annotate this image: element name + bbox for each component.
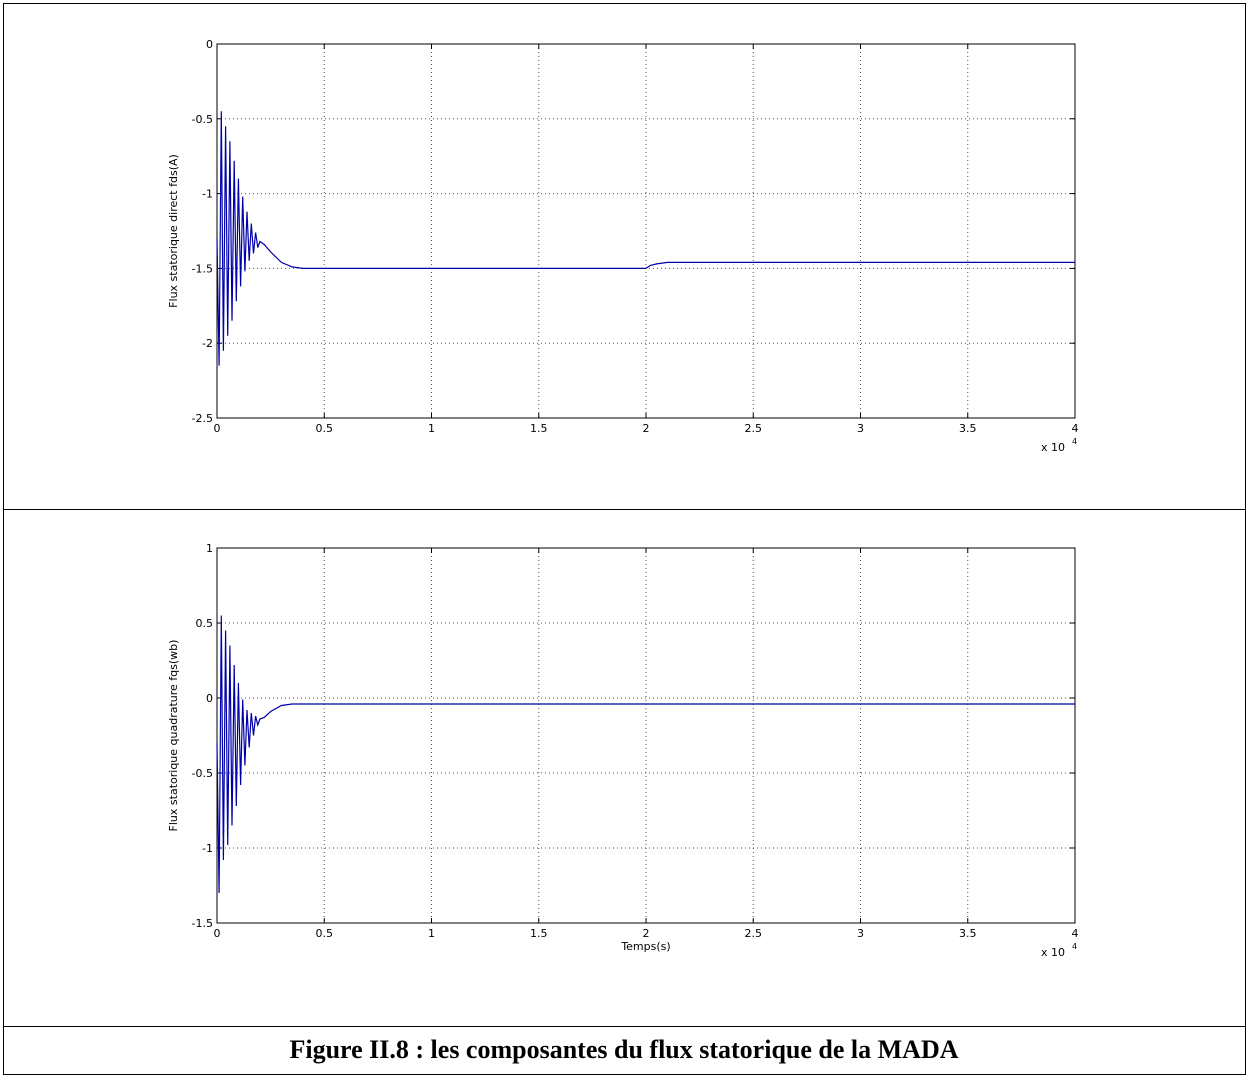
- y-tick-label: -2: [202, 337, 213, 350]
- y-tick-label: -0.5: [192, 113, 213, 126]
- y-tick-label: -1: [202, 842, 213, 855]
- x-tick-label: 4: [1072, 927, 1079, 940]
- series-line: [216, 615, 1075, 894]
- x-tick-label: 3: [857, 927, 864, 940]
- figure-frame: [3, 3, 1246, 1075]
- x-tick-label: 0: [214, 422, 221, 435]
- x-tick-label: 0.5: [316, 422, 334, 435]
- y-tick-label: 0: [206, 692, 213, 705]
- y-axis-label: Flux statorique quadrature fqs(wb): [167, 640, 180, 832]
- y-tick-label: 1: [206, 542, 213, 555]
- y-tick-label: -1: [202, 188, 213, 201]
- x-tick-label: 3.5: [959, 422, 977, 435]
- x-tick-label: 3: [857, 422, 864, 435]
- y-tick-label: -1.5: [192, 917, 213, 930]
- x-tick-label: 2: [643, 422, 650, 435]
- x-tick-label: 1: [428, 422, 435, 435]
- x-tick-label: 2: [643, 927, 650, 940]
- series-line: [216, 111, 1075, 366]
- x-multiplier-label: x 10: [1041, 946, 1065, 959]
- y-tick-label: -0.5: [192, 767, 213, 780]
- x-multiplier-label: x 10: [1041, 441, 1065, 454]
- y-tick-label: -2.5: [192, 412, 213, 425]
- y-tick-label: 0.5: [196, 617, 214, 630]
- x-tick-label: 3.5: [959, 927, 977, 940]
- x-tick-label: 1.5: [530, 422, 548, 435]
- x-tick-label: 4: [1072, 422, 1079, 435]
- chart-cell-quadrature: 0 0.5 1 1.5 2 2.5 3 3.5 4 -1.5 -1 -0.5 0 0.5 1 Flux sta…: [4, 512, 1244, 1024]
- x-tick-label: 1: [428, 927, 435, 940]
- x-axis-label: Temps(s): [620, 940, 670, 953]
- x-tick-label: 1.5: [530, 927, 548, 940]
- cell-divider-top: [3, 509, 1246, 510]
- cell-divider-bottom: [3, 1026, 1246, 1027]
- x-multiplier-exponent: 4: [1072, 942, 1077, 951]
- x-tick-label: 2.5: [745, 927, 763, 940]
- chart-flux-direct: 0 0.5 1 1.5 2 2.5 3 3.5 4 -2.5 -2 -1.5 -1 -0.5 0 Flux s…: [167, 38, 1079, 454]
- y-tick-label: -1.5: [192, 262, 213, 275]
- chart-cell-direct: 0 0.5 1 1.5 2 2.5 3 3.5 4 -2.5 -2 -1.5 -1 -0.5 0 Flux s…: [4, 5, 1244, 508]
- chart-flux-quadrature: 0 0.5 1 1.5 2 2.5 3 3.5 4 -1.5 -1 -0.5 0 0.5 1 Flux sta…: [167, 542, 1079, 959]
- figure-caption: Figure II.8 : les composantes du flux st…: [289, 1035, 959, 1064]
- y-tick-label: 0: [206, 38, 213, 51]
- x-tick-label: 0.5: [316, 927, 334, 940]
- y-axis-label: Flux statorique direct fds(A): [167, 154, 180, 308]
- x-tick-label: 2.5: [745, 422, 763, 435]
- x-tick-label: 0: [214, 927, 221, 940]
- x-multiplier-exponent: 4: [1072, 437, 1077, 446]
